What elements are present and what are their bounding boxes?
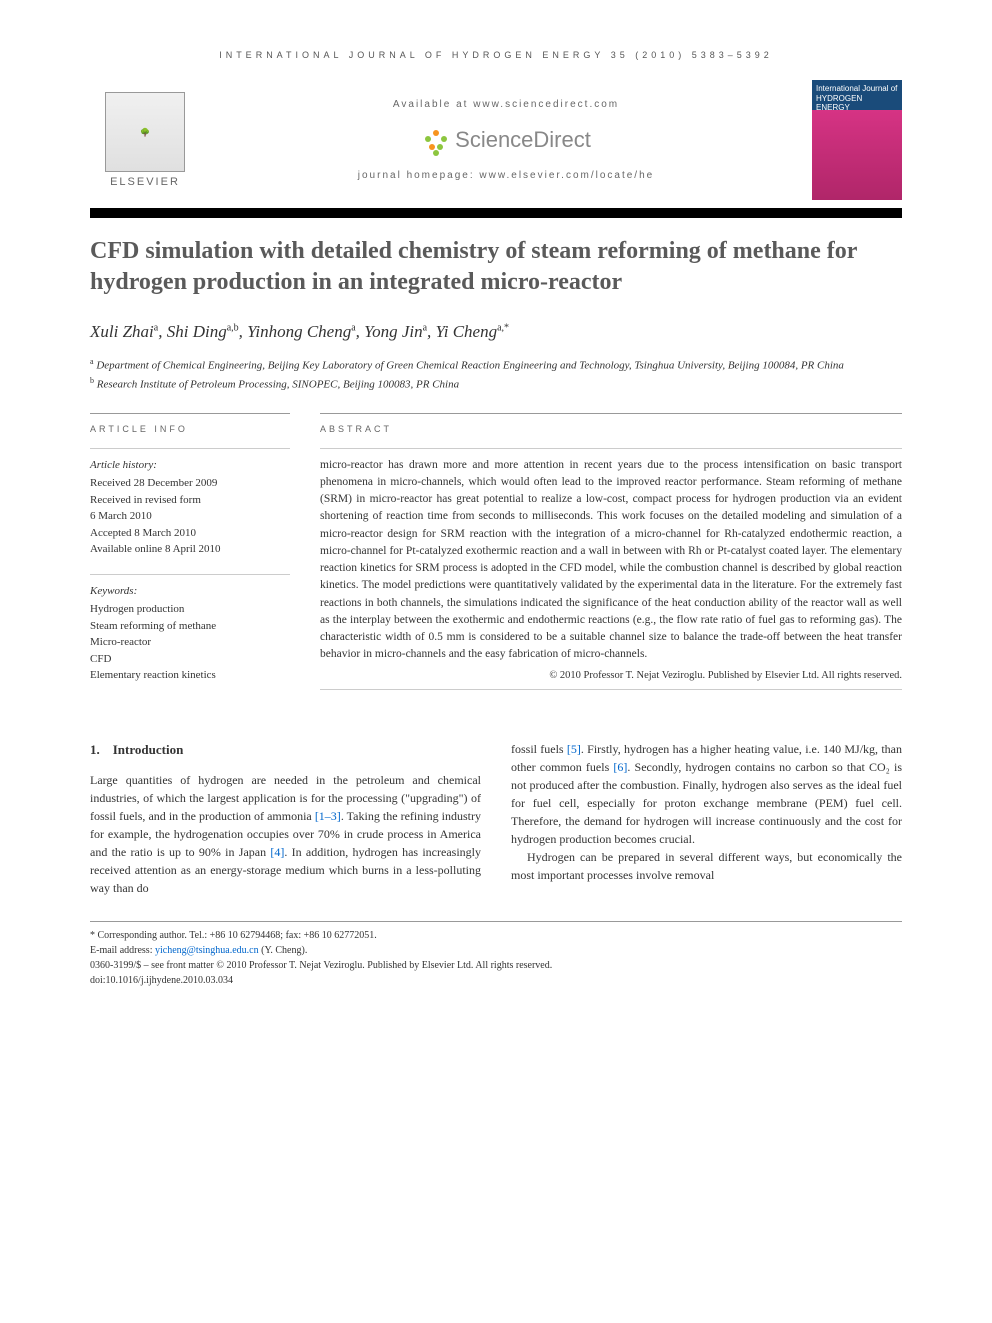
history-line: Available online 8 April 2010	[90, 541, 290, 558]
center-publisher-info: Available at www.sciencedirect.com Scien…	[200, 99, 812, 181]
body-column-left: 1. Introduction Large quantities of hydr…	[90, 740, 481, 898]
keyword-item: Micro-reactor	[90, 634, 290, 651]
article-history-title: Article history:	[90, 457, 290, 474]
sciencedirect-icon	[421, 126, 449, 154]
journal-homepage: journal homepage: www.elsevier.com/locat…	[200, 170, 812, 181]
section-heading-introduction: 1. Introduction	[90, 740, 481, 760]
front-matter-line: 0360-3199/$ – see front matter © 2010 Pr…	[90, 958, 902, 973]
keywords-title: Keywords:	[90, 583, 290, 600]
body-column-right: fossil fuels [5]. Firstly, hydrogen has …	[511, 740, 902, 898]
affiliation-b: b Research Institute of Petroleum Proces…	[90, 375, 902, 393]
email-line: E-mail address: yicheng@tsinghua.edu.cn …	[90, 943, 902, 958]
article-info-sidebar: ARTICLE INFO Article history: Received 2…	[90, 413, 290, 700]
article-history-block: Article history: Received 28 December 20…	[90, 448, 290, 558]
sciencedirect-logo: ScienceDirect	[200, 126, 812, 154]
publisher-bar: 🌳 ELSEVIER Available at www.sciencedirec…	[90, 80, 902, 200]
abstract-section: ABSTRACT micro-reactor has drawn more an…	[320, 413, 902, 700]
abstract-text: micro-reactor has drawn more and more at…	[320, 448, 902, 664]
history-line: Received in revised form	[90, 492, 290, 509]
keyword-item: CFD	[90, 651, 290, 668]
keywords-block: Keywords: Hydrogen productionSteam refor…	[90, 574, 290, 684]
history-line: Accepted 8 March 2010	[90, 525, 290, 542]
corresponding-author: * Corresponding author. Tel.: +86 10 627…	[90, 928, 902, 943]
body-text: 1. Introduction Large quantities of hydr…	[90, 740, 902, 898]
sciencedirect-text: ScienceDirect	[455, 127, 591, 153]
affiliations: a Department of Chemical Engineering, Be…	[90, 356, 902, 392]
keyword-item: Steam reforming of methane	[90, 618, 290, 635]
email-link[interactable]: yicheng@tsinghua.edu.cn	[155, 945, 259, 956]
history-line: 6 March 2010	[90, 508, 290, 525]
keyword-item: Hydrogen production	[90, 601, 290, 618]
journal-cover-thumbnail: International Journal of HYDROGEN ENERGY	[812, 80, 902, 200]
affiliation-a: a Department of Chemical Engineering, Be…	[90, 356, 902, 374]
doi-line: doi:10.1016/j.ijhydene.2010.03.034	[90, 973, 902, 988]
abstract-heading: ABSTRACT	[320, 413, 902, 434]
abstract-copyright: © 2010 Professor T. Nejat Veziroglu. Pub…	[320, 670, 902, 690]
article-info-heading: ARTICLE INFO	[90, 413, 290, 434]
available-at: Available at www.sciencedirect.com	[200, 99, 812, 110]
intro-paragraph-1-cont: fossil fuels [5]. Firstly, hydrogen has …	[511, 740, 902, 848]
footnote-section: * Corresponding author. Tel.: +86 10 627…	[90, 921, 902, 988]
elsevier-text: ELSEVIER	[110, 176, 180, 188]
authors-list: Xuli Zhaia, Shi Dinga,b, Yinhong Chenga,…	[90, 322, 902, 342]
journal-reference: INTERNATIONAL JOURNAL OF HYDROGEN ENERGY…	[90, 50, 902, 60]
journal-cover-title: International Journal of HYDROGEN ENERGY	[816, 84, 898, 113]
separator-bar	[90, 208, 902, 218]
history-line: Received 28 December 2009	[90, 475, 290, 492]
keyword-item: Elementary reaction kinetics	[90, 667, 290, 684]
elsevier-logo: 🌳 ELSEVIER	[90, 85, 200, 195]
elsevier-tree-icon: 🌳	[105, 92, 185, 172]
article-title: CFD simulation with detailed chemistry o…	[90, 236, 902, 298]
intro-paragraph-1: Large quantities of hydrogen are needed …	[90, 771, 481, 897]
intro-paragraph-2: Hydrogen can be prepared in several diff…	[511, 848, 902, 884]
